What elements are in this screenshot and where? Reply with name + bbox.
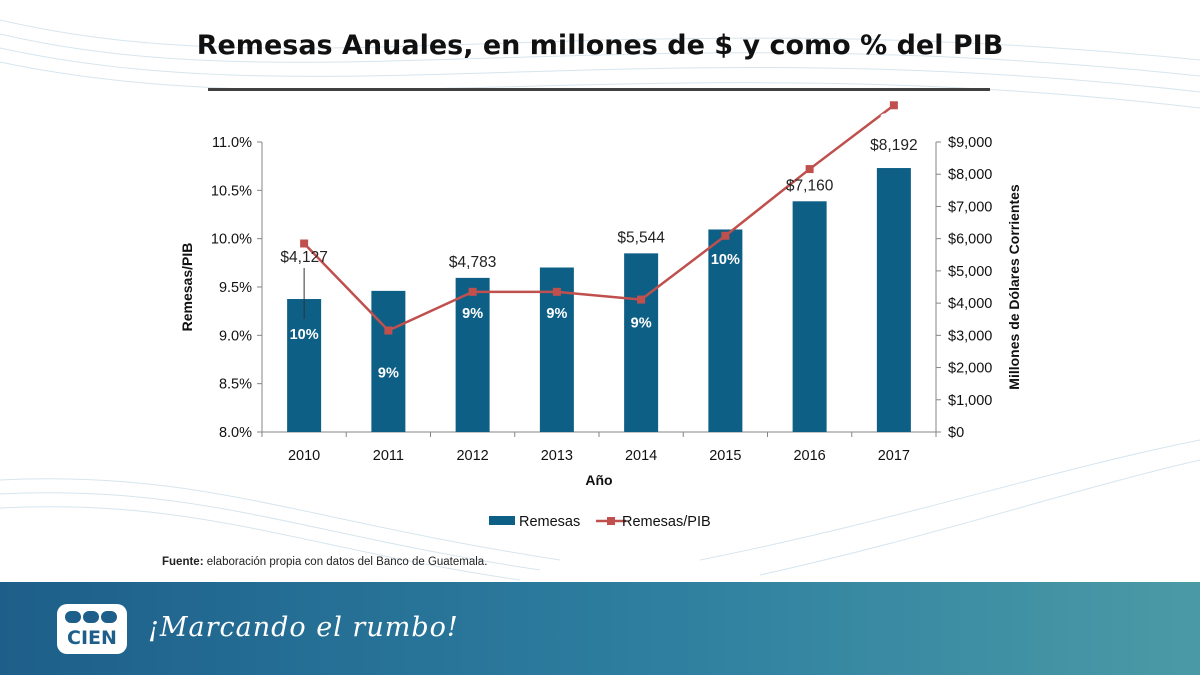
right-tick-label: $6,000: [948, 232, 992, 248]
ratio-marker-2010: [300, 239, 309, 248]
right-tick-label: $0: [948, 425, 964, 441]
right-axis-title: Millones de Dólares Corrientes: [1006, 184, 1022, 390]
remittances-chart: 8.0% 8.5% 9.0% 9.5% 10.0% 10.5% 11.0% $0 $1,000 $…: [179, 101, 1022, 530]
right-tick-label: $9,000: [948, 135, 992, 151]
logo-text: CIEN: [67, 627, 117, 649]
left-tick-label: 11.0%: [212, 135, 252, 151]
ratio-marker-2015: [721, 231, 730, 240]
right-tick-label: $4,000: [948, 296, 992, 312]
bar-2015: [708, 229, 743, 432]
right-tick-label: $1,000: [948, 393, 992, 409]
right-tick-label: $7,000: [948, 199, 992, 215]
cien-logo: CIEN: [57, 604, 127, 654]
right-tick-label: $3,000: [948, 328, 992, 344]
x-tick-label: 2016: [793, 448, 825, 464]
ratio-marker-2017: [889, 101, 898, 110]
bar-2016: [792, 201, 827, 432]
x-tick-label: 2011: [373, 448, 404, 464]
value-label-2014: $5,544: [617, 229, 665, 246]
x-tick-label: 2014: [625, 448, 657, 464]
x-tick-label: 2015: [709, 448, 741, 464]
left-tick-label: 10.5%: [211, 183, 252, 199]
right-tick-label: $8,000: [948, 167, 992, 183]
x-tick-label: 2013: [541, 448, 573, 464]
value-label-2012: $4,783: [449, 254, 496, 271]
ratio-marker-2013: [552, 287, 561, 296]
bar-2010: [287, 299, 322, 432]
legend-swatch-ratio-marker: [607, 517, 615, 525]
ratio-line: [303, 104, 895, 333]
bar-2014: [624, 253, 659, 432]
ratio-marker-2012: [468, 287, 477, 296]
legend-label-remesas: Remesas: [519, 514, 580, 530]
left-axis-title: Remesas/PIB: [179, 243, 195, 332]
left-tick-label: 10.0%: [211, 232, 252, 248]
legend-swatch-remesas: [489, 516, 515, 525]
ratio-label-2015: 10%: [711, 252, 740, 268]
ratio-marker-2016: [805, 165, 814, 174]
value-label-2010: $4,127: [280, 249, 327, 266]
bar-2017: [876, 168, 911, 432]
ratio-label-2012: 9%: [462, 306, 483, 322]
page-title: Remesas Anuales, en millones de $ y como…: [196, 30, 1004, 61]
bar-2011: [371, 290, 406, 432]
footer-band: CIEN ¡Marcando el rumbo!: [0, 582, 1200, 675]
ratio-label-2014: 9%: [631, 316, 652, 332]
x-tick-label: 2010: [288, 448, 320, 464]
ratio-label-2016: 10%: [795, 188, 824, 204]
ratio-marker-2014: [637, 295, 646, 304]
right-tick-label: $5,000: [948, 264, 992, 280]
bar-2012: [455, 277, 490, 432]
left-tick-label: 8.5%: [219, 377, 252, 393]
legend-label-ratio: Remesas/PIB: [622, 514, 711, 530]
ratio-label-2017: 11%: [880, 111, 908, 127]
left-tick-label: 8.0%: [219, 425, 252, 441]
ratio-label-2011: 9%: [378, 366, 399, 382]
slogan: ¡Marcando el rumbo!: [148, 612, 459, 643]
right-tick-label: $2,000: [948, 361, 992, 377]
title-underline: [208, 88, 990, 91]
logo-mark: [65, 611, 119, 625]
ratio-marker-2011: [384, 326, 393, 335]
ratio-label-2013: 9%: [546, 306, 567, 322]
ratio-label-2010: 10%: [290, 327, 319, 343]
x-tick-label: 2012: [456, 448, 488, 464]
source-label: Fuente:: [162, 556, 204, 568]
x-axis-title: Año: [585, 472, 612, 488]
value-label-2017: $8,192: [870, 137, 917, 154]
source-text: elaboración propia con datos del Banco d…: [203, 556, 488, 568]
left-tick-label: 9.0%: [219, 328, 252, 344]
x-tick-label: 2017: [878, 448, 910, 464]
value-label-2016: $7,160: [786, 177, 834, 194]
left-tick-label: 9.5%: [219, 280, 252, 296]
source-note: Fuente: elaboración propia con datos del…: [162, 556, 487, 568]
